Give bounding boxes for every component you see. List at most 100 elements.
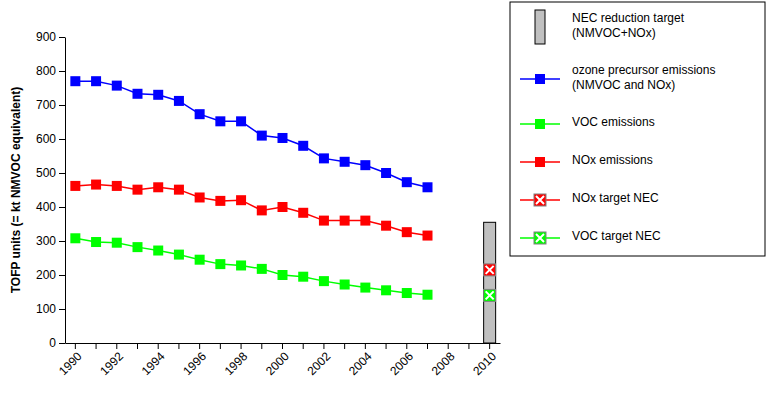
marker [112,238,122,248]
series [484,222,496,343]
marker [153,246,163,256]
marker [381,168,391,178]
series [70,233,432,299]
marker [215,259,225,269]
x-tick: 1992 [97,343,126,378]
x-tick [427,343,428,349]
marker [70,76,80,86]
y-tick: 800 [36,64,65,78]
y-tick: 700 [36,98,65,112]
legend-key [535,10,545,44]
marker [340,216,350,226]
marker [278,202,288,212]
x-tick-label: 2004 [346,349,375,378]
marker [298,272,308,282]
marker [381,221,391,231]
legend-key-marker [534,232,546,244]
marker [319,216,329,226]
x-tick-mark [489,343,490,349]
series [484,289,496,301]
x-tick-mark [323,343,324,349]
x-tick-label: 2006 [387,349,416,378]
marker [70,233,80,243]
y-tick-mark [59,37,65,38]
y-tick-label: 800 [36,64,56,78]
marker [236,260,246,270]
legend-key-marker [535,74,545,84]
legend: NEC reduction target(NMVOC+NOx)ozone pre… [510,2,765,256]
x-tick-mark [199,343,200,349]
marker [319,153,329,163]
marker-box [534,232,546,244]
marker [340,280,350,290]
y-tick: 0 [49,336,65,350]
marker [484,264,496,276]
marker [133,242,143,252]
y-tick-mark [59,241,65,242]
x-tick-mark [344,343,345,349]
x-tick: 1998 [222,343,251,378]
marker [278,133,288,143]
marker-cross [486,291,494,299]
legend-box [510,2,765,256]
legend-label: NOx emissions [572,153,653,167]
x-tick-mark [158,343,159,349]
x-tick-label: 2008 [429,349,458,378]
x-axis: 1990199219941996199820002002200420062008… [56,343,501,378]
marker-box [484,289,496,301]
marker [153,182,163,192]
y-tick: 200 [36,268,65,282]
marker [236,195,246,205]
y-tick-mark [59,309,65,310]
x-tick-label: 2010 [470,349,499,378]
legend-label: NOx target NEC [572,191,659,205]
y-tick-mark [59,105,65,106]
bar [484,222,496,343]
marker [257,205,267,215]
x-tick [303,343,304,349]
line [75,185,427,236]
x-tick-mark [137,343,138,349]
x-tick [344,343,345,349]
marker [381,285,391,295]
x-tick-mark [406,343,407,349]
y-tick: 600 [36,132,65,146]
y-tick: 500 [36,166,65,180]
y-tick-mark [59,173,65,174]
y-tick: 100 [36,302,65,316]
marker [402,227,412,237]
y-axis-title: TOFP units (= kt NMVOC equivalent) [9,87,23,294]
y-axis: 0100200300400500600700800900 [36,30,66,350]
series [484,264,496,276]
y-tick-label: 0 [49,336,56,350]
marker [174,96,184,106]
marker [319,276,329,286]
x-tick: 2000 [263,343,292,378]
y-tick-label: 700 [36,98,56,112]
series [70,180,432,241]
y-tick-mark [59,71,65,72]
y-tick-label: 900 [36,30,56,44]
marker [298,141,308,151]
y-tick-mark [59,207,65,208]
y-tick-label: 200 [36,268,56,282]
legend-label: VOC emissions [572,115,655,129]
y-tick-label: 300 [36,234,56,248]
x-tick: 2002 [304,343,333,378]
legend-label: NEC reduction target(NMVOC+NOx) [572,11,685,40]
y-tick: 900 [36,30,65,44]
marker [195,255,205,265]
y-tick: 300 [36,234,65,248]
x-tick-label: 2002 [304,349,333,378]
legend-key-marker [534,194,546,206]
marker [423,182,433,192]
x-tick-label: 1994 [139,349,168,378]
marker [153,90,163,100]
marker [91,180,101,190]
legend-key-marker [535,157,545,167]
marker-cross [486,266,494,274]
x-tick-label: 1990 [56,349,85,378]
marker [215,116,225,126]
marker-box [534,194,546,206]
marker [298,208,308,218]
